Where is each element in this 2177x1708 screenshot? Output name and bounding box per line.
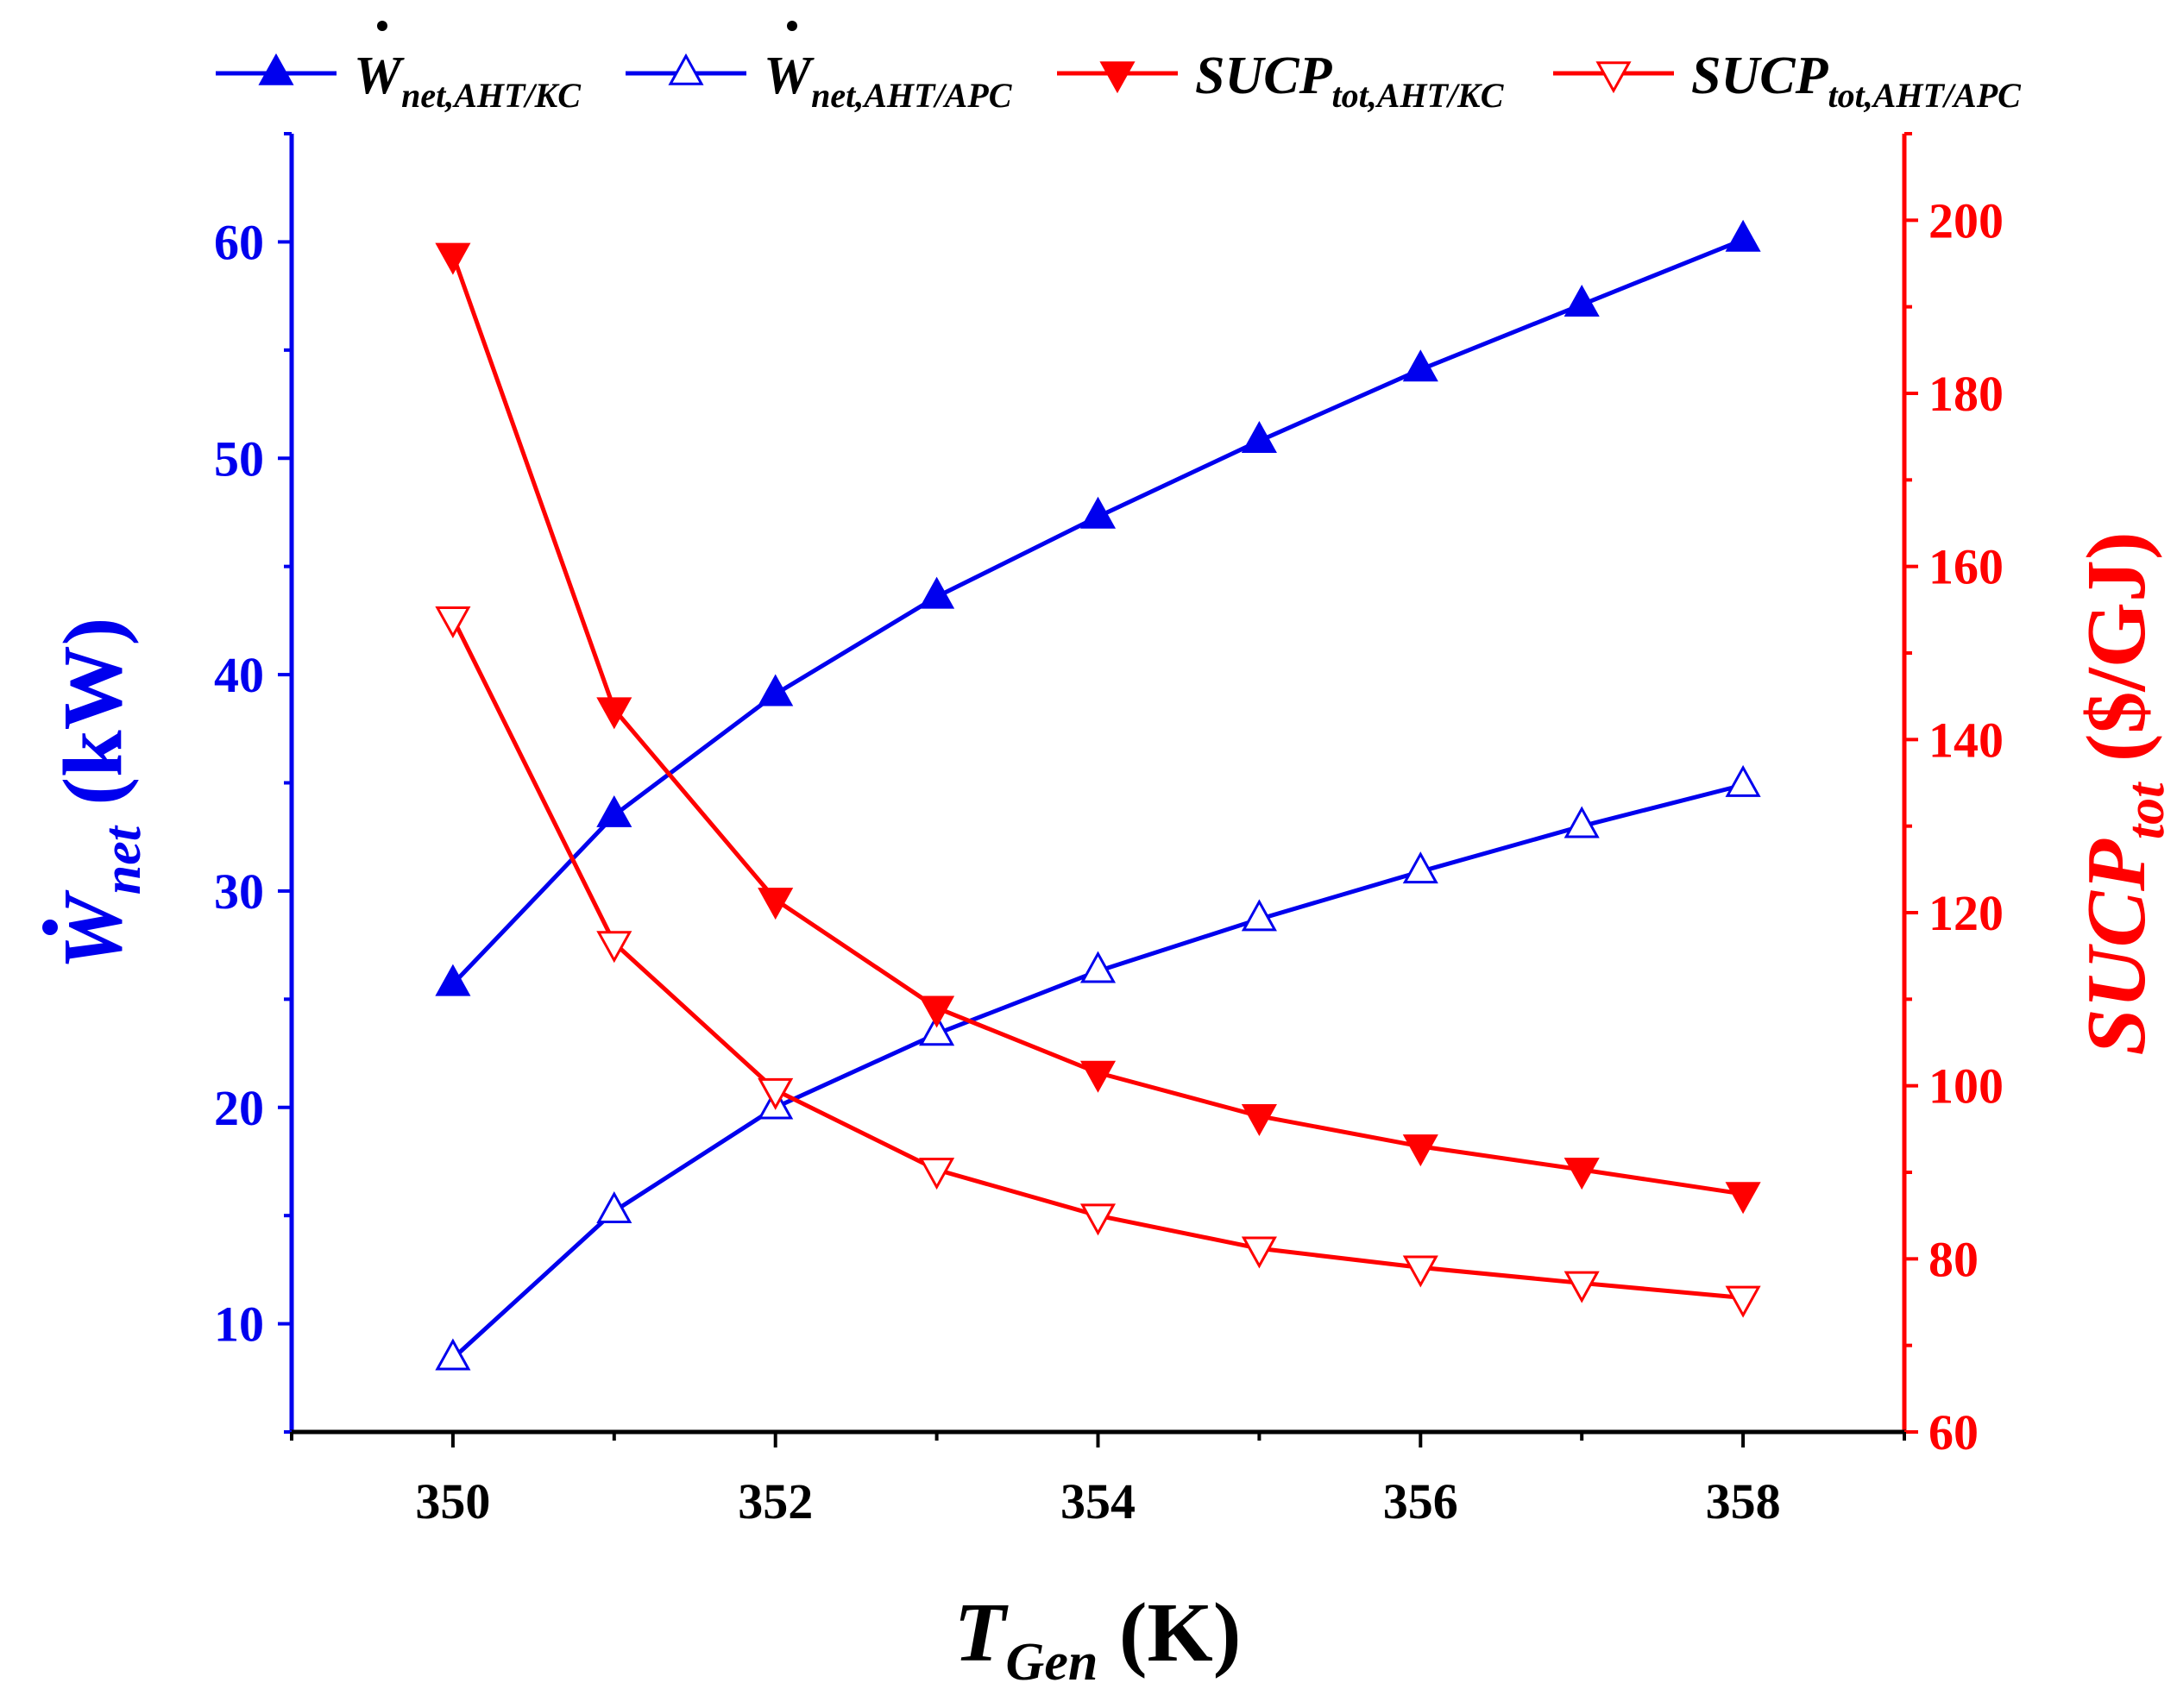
data-point xyxy=(596,697,632,730)
legend-label: Wnet,AHT/KC xyxy=(354,47,582,115)
legend-entry-1: Wnet,AHT/KC xyxy=(216,21,582,115)
series-2 xyxy=(435,764,1761,1371)
data-point xyxy=(1564,806,1600,838)
data-point xyxy=(758,1077,794,1110)
series-4 xyxy=(435,606,1761,1318)
data-point xyxy=(1725,219,1761,252)
left-tick-label: 40 xyxy=(214,647,264,703)
legend-marker xyxy=(1099,61,1136,94)
series-3 xyxy=(435,242,1761,1215)
data-point xyxy=(1402,851,1438,884)
legend-marker xyxy=(258,53,294,85)
right-tick-label: 200 xyxy=(1928,192,2004,248)
left-title-dot-accent xyxy=(42,920,58,935)
data-point xyxy=(1725,1182,1761,1215)
right-axis-title: SUCPtot ($/GJ) xyxy=(2070,531,2175,1055)
series-layer xyxy=(435,219,1761,1371)
right-tick-label: 80 xyxy=(1928,1231,1979,1287)
left-tick-label: 50 xyxy=(214,430,264,487)
data-point xyxy=(758,888,794,920)
left-axis-title: Wnet (kW) xyxy=(42,618,152,970)
legend-label: SUCPtot,AHT/APC xyxy=(1691,47,2022,115)
data-point xyxy=(1241,899,1277,932)
axis-titles: TGen (K) Wnet (kW) SUCPtot ($/GJ) xyxy=(42,531,2175,1692)
data-point xyxy=(1402,349,1438,382)
data-point xyxy=(919,1014,955,1046)
legend-entry-2: Wnet,AHT/APC xyxy=(626,21,1013,115)
axes: 10 20 30 40 50 60 60 80 100 120 140 160 180 200 350 352… xyxy=(214,132,2004,1529)
legend-dot-accent xyxy=(377,21,387,31)
right-tick-label: 60 xyxy=(1928,1404,1979,1460)
right-axis-title-text: SUCPtot ($/GJ) xyxy=(2070,531,2175,1055)
data-point xyxy=(1241,1103,1277,1136)
data-point xyxy=(596,794,632,827)
legend: Wnet,AHT/KC Wnet,AHT/APC SUCPtot,AHT/KC SUC… xyxy=(216,21,2022,115)
series-1 xyxy=(435,219,1761,996)
data-point xyxy=(1402,1255,1438,1288)
legend-marker xyxy=(668,53,704,85)
legend-label: Wnet,AHT/APC xyxy=(764,47,1013,115)
right-tick-label: 120 xyxy=(1928,885,2004,941)
x-tick-label: 350 xyxy=(415,1473,490,1529)
data-point xyxy=(435,242,471,275)
data-point xyxy=(1564,284,1600,317)
right-tick-label: 100 xyxy=(1928,1058,2004,1115)
left-tick-label: 30 xyxy=(214,863,264,920)
data-point xyxy=(435,1338,471,1371)
x-tick-label: 358 xyxy=(1706,1473,1781,1529)
legend-dot-accent xyxy=(787,21,797,31)
left-axis-title-text: Wnet (kW) xyxy=(47,618,152,970)
left-tick-label: 10 xyxy=(214,1297,264,1353)
data-point xyxy=(1079,951,1117,983)
x-axis-title: TGen (K) xyxy=(954,1586,1242,1692)
data-point xyxy=(1564,1271,1600,1303)
x-tick-label: 356 xyxy=(1383,1473,1458,1529)
data-point xyxy=(1725,1285,1761,1318)
legend-entry-4: SUCPtot,AHT/APC xyxy=(1553,47,2022,115)
data-point xyxy=(596,1190,632,1223)
data-point xyxy=(758,674,794,706)
left-tick-label: 20 xyxy=(214,1080,264,1136)
data-point xyxy=(435,606,471,639)
right-tick-label: 160 xyxy=(1928,539,2004,595)
data-point xyxy=(435,964,471,996)
data-point xyxy=(1241,421,1277,453)
legend-marker xyxy=(1595,61,1632,94)
data-point xyxy=(1079,496,1117,529)
data-point xyxy=(919,995,955,1028)
legend-label: SUCPtot,AHT/KC xyxy=(1195,47,1505,115)
series-line xyxy=(450,254,1744,1196)
data-point xyxy=(1241,1236,1277,1269)
data-point xyxy=(1564,1158,1600,1190)
data-point xyxy=(596,931,632,964)
data-point xyxy=(1402,1134,1438,1167)
data-point xyxy=(1079,1060,1117,1093)
data-point xyxy=(919,1158,955,1190)
right-tick-label: 140 xyxy=(1928,712,2004,768)
data-point xyxy=(1079,1203,1117,1236)
right-tick-label: 180 xyxy=(1928,366,2004,422)
left-tick-label: 60 xyxy=(214,214,264,270)
data-point xyxy=(919,576,955,609)
x-tick-label: 354 xyxy=(1060,1473,1136,1529)
data-point xyxy=(1725,764,1761,797)
series-line xyxy=(451,237,1745,986)
legend-entry-3: SUCPtot,AHT/KC xyxy=(1057,47,1505,115)
x-tick-label: 352 xyxy=(738,1473,813,1529)
